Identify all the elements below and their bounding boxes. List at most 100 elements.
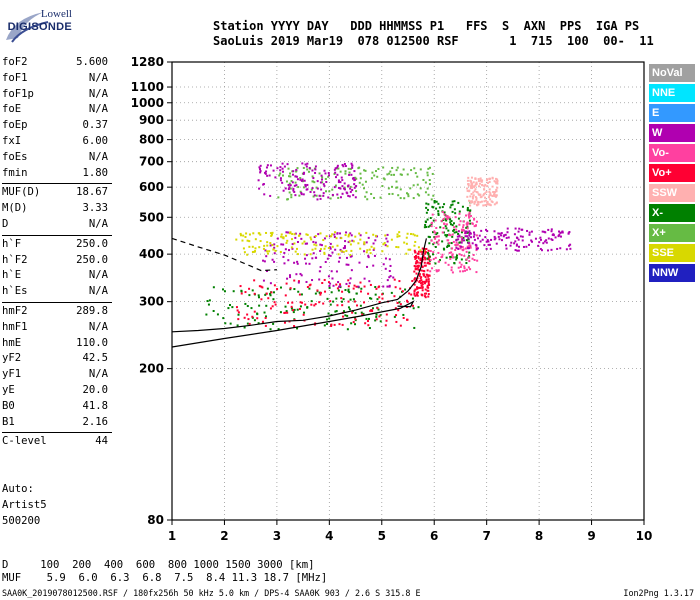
echo-point	[208, 299, 211, 302]
echo-point	[428, 258, 431, 261]
echo-point	[410, 169, 413, 172]
echo-point	[460, 245, 463, 248]
echo-point	[534, 237, 537, 240]
echo-point	[427, 225, 430, 228]
echo-point	[445, 235, 448, 238]
echo-point	[432, 243, 435, 246]
echo-point	[362, 312, 365, 315]
echo-point	[483, 244, 486, 247]
echo-point	[460, 236, 463, 239]
echo-point	[392, 276, 395, 279]
echo-point	[277, 196, 280, 199]
echo-point	[244, 235, 247, 238]
echo-point	[337, 186, 340, 189]
echo-point	[269, 232, 272, 235]
echo-point	[469, 204, 472, 207]
echo-point	[406, 299, 409, 302]
echo-point	[316, 198, 319, 201]
echo-point	[339, 283, 342, 286]
echo-point	[339, 181, 342, 184]
echo-point	[287, 188, 290, 191]
echo-point	[491, 195, 494, 198]
echo-point	[222, 317, 225, 320]
echo-point	[500, 232, 503, 235]
echo-point	[464, 230, 467, 233]
echo-point	[487, 196, 490, 199]
param-row: yF1 N/A	[2, 368, 108, 383]
echo-point	[287, 301, 290, 304]
echo-point	[357, 242, 360, 245]
echo-point	[558, 230, 561, 233]
echo-point	[425, 280, 428, 283]
echo-point	[337, 253, 340, 256]
echo-point	[482, 204, 485, 207]
echo-point	[406, 173, 409, 176]
echo-point	[468, 260, 471, 263]
param-row: hmF1 N/A	[2, 321, 108, 336]
echo-point	[474, 224, 477, 227]
echo-point	[257, 294, 260, 297]
echo-point	[273, 260, 276, 263]
echo-point	[428, 255, 431, 258]
echo-point	[259, 170, 262, 173]
echo-point	[472, 235, 475, 238]
echo-point	[559, 235, 562, 238]
echo-point	[287, 175, 290, 178]
x-tick-label: 9	[587, 529, 595, 543]
echo-point	[350, 249, 353, 252]
echo-point	[285, 231, 288, 234]
param-row: yF2 42.5	[2, 352, 108, 367]
echo-point	[347, 300, 350, 303]
echo-point	[296, 167, 299, 170]
echo-point	[504, 233, 507, 236]
echo-point	[336, 232, 339, 235]
echo-point	[232, 290, 235, 293]
echo-point	[416, 193, 419, 196]
echo-point	[349, 167, 352, 170]
echo-point	[231, 306, 234, 309]
echo-point	[495, 194, 498, 197]
param-row: fxI 6.00	[2, 135, 108, 150]
echo-point	[336, 166, 339, 169]
echo-point	[426, 171, 429, 174]
echo-point	[445, 215, 448, 218]
echo-point	[301, 242, 304, 245]
echo-point	[466, 187, 469, 190]
echo-point	[427, 253, 430, 256]
echo-point	[336, 193, 339, 196]
echo-point	[485, 247, 488, 250]
param-name: M(D)	[2, 202, 28, 215]
echo-point	[416, 267, 419, 270]
echo-point	[318, 172, 321, 175]
echo-point	[467, 209, 470, 212]
echo-point	[274, 176, 277, 179]
param-name: h`F	[2, 237, 22, 250]
y-tick-label: 800	[139, 133, 164, 147]
echo-point	[327, 247, 330, 250]
echo-point	[351, 239, 354, 242]
echo-point	[495, 182, 498, 185]
echo-point	[461, 238, 464, 241]
echo-point	[291, 301, 294, 304]
logo-swoosh-icon	[6, 12, 49, 43]
echo-point	[505, 244, 508, 247]
echo-point	[328, 286, 331, 289]
echo-point	[451, 254, 454, 257]
echo-point	[547, 237, 550, 240]
echo-point	[395, 245, 398, 248]
echo-point	[484, 183, 487, 186]
echo-point	[356, 304, 359, 307]
param-row: fmin 1.80	[2, 167, 108, 182]
echo-point	[414, 277, 417, 280]
echo-point	[321, 181, 324, 184]
echo-point	[295, 168, 298, 171]
echo-point	[316, 180, 319, 183]
echo-point	[300, 191, 303, 194]
echo-point	[338, 323, 341, 326]
echo-point	[437, 210, 440, 213]
echo-point	[462, 248, 465, 251]
echo-point	[436, 232, 439, 235]
echo-point	[246, 253, 249, 256]
plot-frame	[171, 61, 645, 521]
echo-point	[240, 234, 243, 237]
